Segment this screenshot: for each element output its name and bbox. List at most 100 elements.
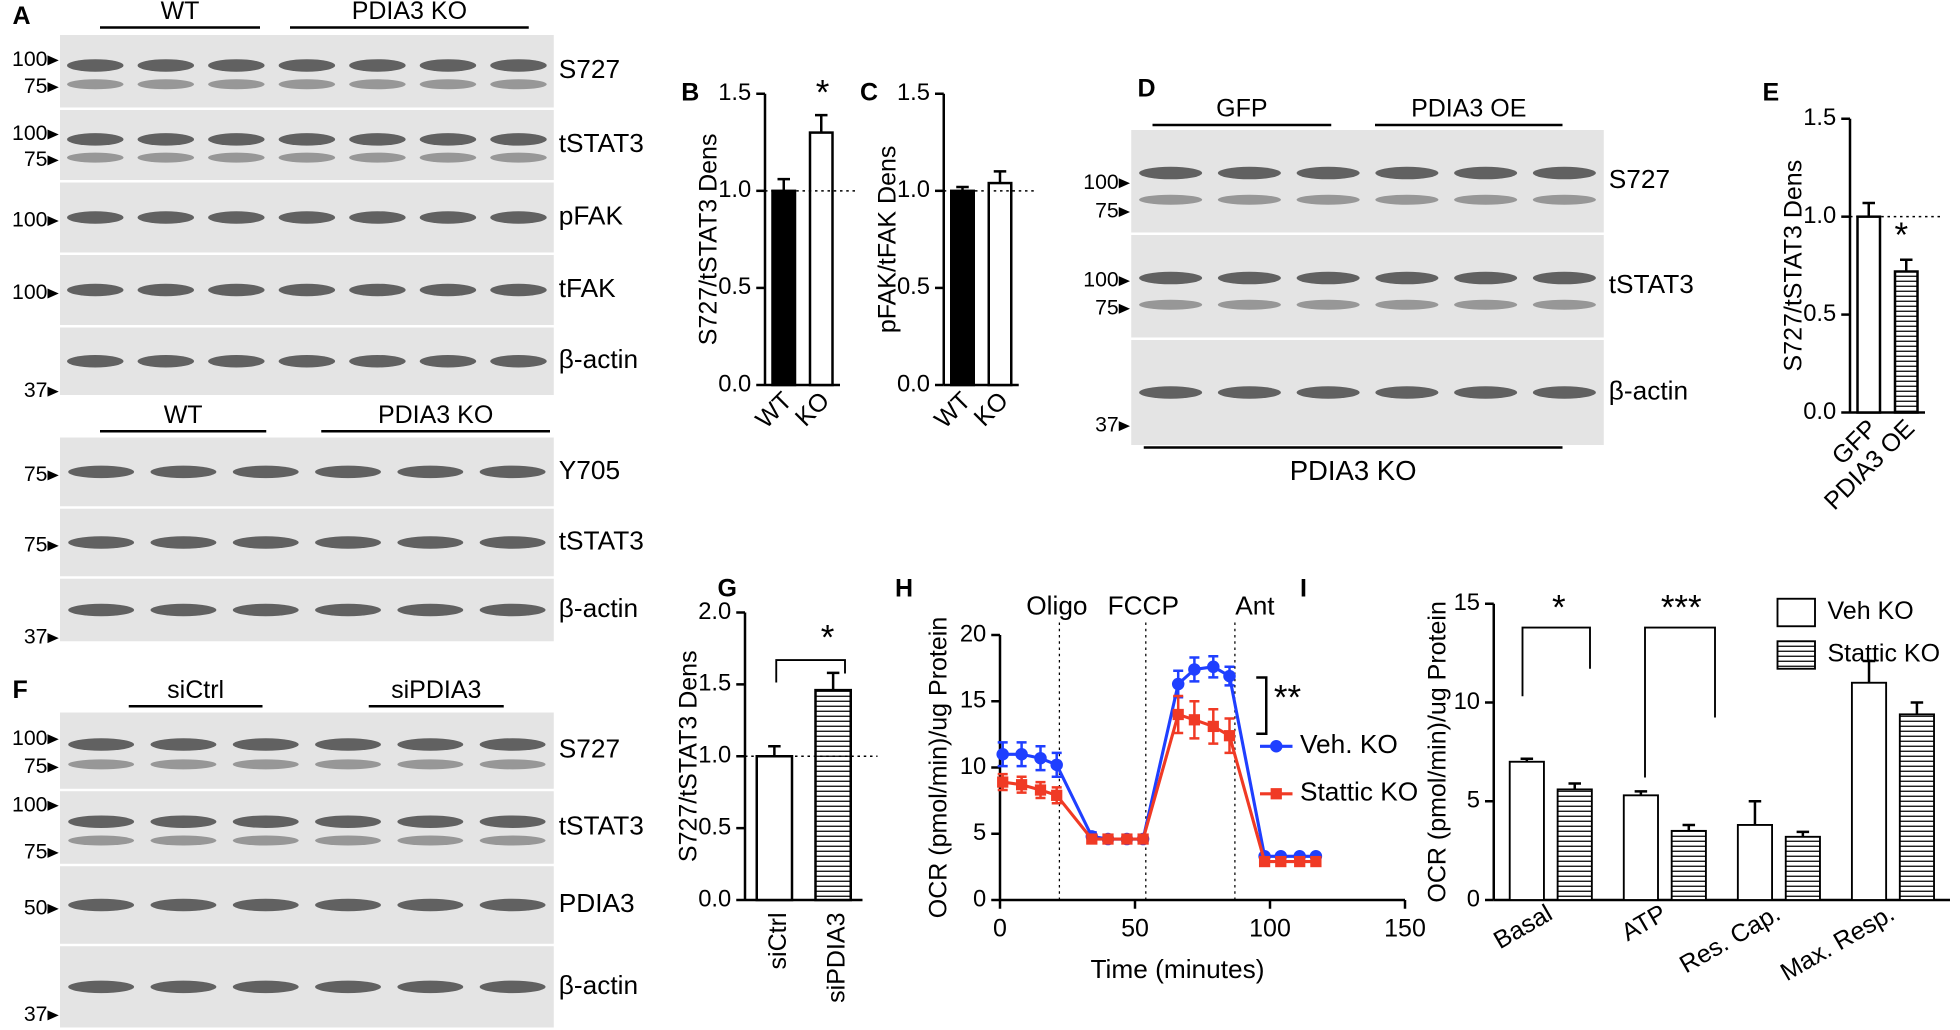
bar	[1850, 681, 1888, 901]
band	[479, 603, 546, 617]
band	[67, 355, 124, 368]
size-marker: 37	[1095, 413, 1119, 437]
size-marker: 37	[24, 625, 48, 649]
band	[479, 898, 546, 912]
point	[1258, 855, 1271, 868]
band	[397, 465, 464, 479]
point	[996, 748, 1009, 761]
row-label: tSTAT3	[1609, 269, 1694, 299]
point	[1223, 669, 1236, 683]
band	[232, 898, 299, 912]
row-label: tFAK	[559, 273, 616, 303]
y-tick-label: 0.0	[698, 885, 731, 912]
blot-strip	[60, 712, 554, 789]
bar	[814, 688, 853, 902]
band	[208, 355, 265, 368]
band	[1454, 299, 1518, 310]
band	[278, 152, 336, 163]
band	[67, 283, 124, 297]
size-marker: 100	[1083, 170, 1118, 194]
band	[232, 738, 299, 751]
row-label: S727	[559, 734, 620, 764]
band	[1375, 386, 1439, 399]
band	[1217, 386, 1281, 399]
y-axis-label: OCR (pmol/min)/ug Protein	[1423, 601, 1451, 902]
row-label: tSTAT3	[559, 128, 644, 158]
band	[150, 738, 217, 751]
marker-arrow	[47, 903, 59, 914]
bar	[1856, 215, 1882, 414]
band	[232, 980, 299, 994]
event-label: FCCP	[1108, 590, 1179, 620]
legend-label: Veh KO	[1828, 597, 1914, 625]
legend-swatch	[1776, 597, 1816, 628]
marker-arrow	[47, 633, 59, 644]
band	[349, 79, 406, 90]
band	[278, 211, 336, 224]
band	[208, 59, 265, 72]
size-marker: 100	[1083, 268, 1118, 292]
band	[490, 283, 547, 297]
band	[1454, 271, 1518, 285]
error-bar	[815, 113, 828, 133]
size-marker: 37	[24, 1002, 48, 1026]
y-tick-label: 0	[1467, 885, 1480, 912]
band	[397, 603, 464, 617]
marker-arrow	[1118, 303, 1130, 314]
error-bar	[1682, 823, 1696, 831]
bar	[1670, 829, 1707, 901]
annotation: ***	[1661, 588, 1702, 627]
band	[315, 738, 381, 751]
blot-strip	[60, 791, 554, 864]
y-axis-label: OCR (pmol/min)/ug Protein	[925, 617, 953, 918]
band	[278, 355, 336, 368]
marker-arrow	[47, 762, 59, 773]
point	[1086, 833, 1098, 845]
error-bar	[1910, 701, 1924, 715]
group-label: PDIA3 KO	[352, 0, 467, 25]
group-label: GFP	[1216, 95, 1267, 123]
point	[1310, 855, 1322, 868]
panel-label: C	[860, 78, 878, 106]
band	[67, 133, 124, 146]
band	[67, 211, 124, 224]
point	[1223, 730, 1236, 742]
marker-arrow	[47, 734, 59, 745]
x-tick-label: 100	[1249, 915, 1291, 943]
bar	[987, 181, 1013, 387]
size-marker: 75	[1095, 199, 1119, 223]
band	[479, 815, 546, 828]
group-label: PDIA3 OE	[1411, 95, 1526, 123]
line	[1002, 712, 1316, 864]
marker-arrow	[47, 1010, 59, 1021]
point	[997, 776, 1009, 788]
point	[1207, 720, 1219, 733]
band	[137, 152, 195, 163]
band	[208, 211, 265, 224]
x-tick-label: siPDIA3	[823, 913, 851, 1003]
marker-arrow	[47, 55, 59, 66]
annotation: **	[1274, 678, 1302, 717]
error-bar	[826, 671, 840, 691]
band	[397, 536, 464, 549]
row-label: β-actin	[559, 344, 638, 374]
y-tick-label: 1.0	[1803, 202, 1836, 229]
annotation: *	[821, 618, 835, 657]
marker-arrow	[1118, 207, 1130, 217]
band	[1296, 386, 1360, 399]
band	[232, 536, 299, 549]
blot-strip	[1131, 130, 1604, 233]
band	[68, 465, 135, 479]
x-tick-label: siCtrl	[764, 913, 792, 970]
band	[419, 283, 477, 297]
band	[419, 211, 477, 224]
point	[1137, 833, 1149, 845]
group-label: siPDIA3	[391, 676, 481, 704]
band	[67, 152, 124, 163]
y-tick-label: 10	[960, 753, 986, 780]
panel-label: B	[681, 78, 699, 106]
band	[232, 759, 299, 770]
band	[419, 355, 477, 368]
band	[232, 835, 299, 846]
band	[419, 59, 477, 72]
